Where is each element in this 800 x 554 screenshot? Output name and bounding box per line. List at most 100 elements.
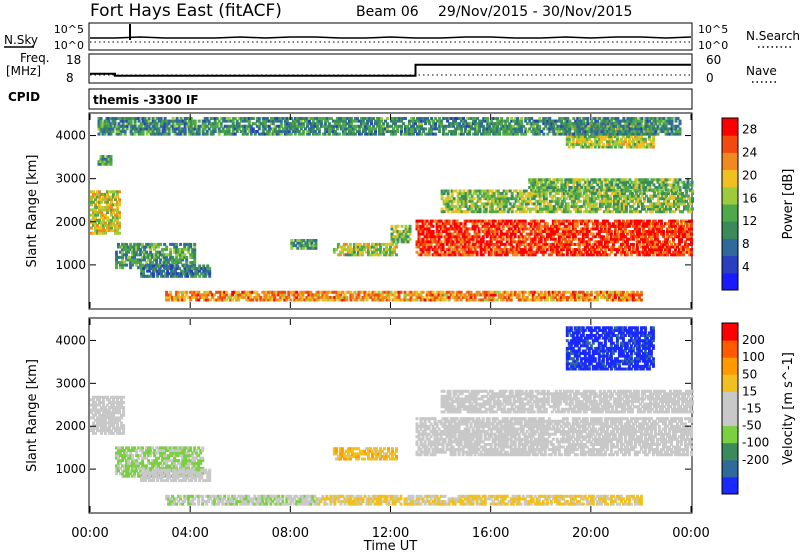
range-gate-cell [129, 248, 133, 252]
range-gate-cell [291, 130, 295, 133]
range-gate-cell [101, 127, 105, 131]
range-gate-cell [175, 117, 179, 120]
range-gate-cell [491, 222, 495, 226]
range-gate-cell [492, 199, 496, 203]
range-gate-cell [98, 231, 101, 235]
range-gate-cell [682, 253, 685, 257]
range-gate-cell [99, 127, 103, 131]
range-gate-cell [677, 197, 680, 201]
range-gate-cell [581, 295, 585, 299]
range-gate-cell [283, 124, 287, 128]
range-gate-cell [650, 202, 654, 206]
range-gate-cell [647, 227, 651, 231]
range-gate-cell [429, 290, 433, 294]
range-gate-cell [581, 219, 585, 223]
range-gate-cell [455, 227, 459, 231]
range-gate-cell [309, 298, 313, 302]
range-gate-cell [474, 192, 478, 195]
range-gate-cell [611, 295, 615, 299]
range-gate-cell [355, 295, 359, 299]
range-gate-cell [115, 124, 119, 128]
range-gate-cell [645, 237, 649, 241]
range-gate-cell [639, 145, 643, 149]
range-gate-cell [399, 290, 403, 294]
range-gate-cell [102, 229, 105, 233]
range-gate-cell [407, 293, 411, 297]
range-gate-cell [625, 298, 629, 302]
range-gate-cell [193, 245, 197, 249]
range-gate-cell [673, 205, 676, 208]
range-gate-cell [283, 295, 287, 299]
range-gate-cell [429, 222, 433, 226]
range-gate-cell [587, 135, 591, 139]
range-gate-cell [421, 219, 425, 223]
range-gate-cell [501, 295, 505, 299]
range-gate-cell [565, 250, 569, 254]
range-gate-cell [245, 117, 249, 120]
range-gate-cell [635, 298, 639, 302]
range-gate-cell [227, 117, 231, 120]
range-gate-cell [686, 183, 690, 187]
range-gate-cell [243, 124, 247, 128]
range-gate-cell [112, 203, 115, 207]
range-gate-cell [393, 290, 397, 294]
range-gate-cell [597, 293, 601, 297]
range-gate-cell [619, 140, 623, 144]
range-gate-cell [550, 210, 554, 214]
range-gate-cell [103, 157, 107, 161]
range-gate-cell [575, 224, 579, 228]
range-gate-cell [581, 232, 585, 236]
range-gate-cell [495, 250, 499, 254]
range-gate-cell [636, 199, 640, 203]
range-gate-cell [551, 248, 555, 252]
range-gate-cell [571, 140, 575, 144]
range-gate-cell [676, 230, 679, 233]
range-gate-cell [562, 186, 566, 189]
range-gate-cell [387, 295, 391, 299]
range-gate-cell [449, 245, 453, 249]
range-gate-cell [92, 211, 95, 214]
range-gate-cell [577, 237, 581, 241]
range-gate-cell [572, 194, 576, 198]
range-gate-cell [497, 224, 501, 228]
range-gate-cell [229, 295, 233, 299]
range-gate-cell [101, 157, 105, 161]
range-gate-cell [621, 235, 625, 239]
range-gate-cell [585, 293, 589, 297]
range-gate-cell [499, 219, 503, 223]
range-gate-cell [213, 293, 217, 297]
range-gate-cell [139, 242, 143, 246]
range-gate-cell [161, 250, 165, 254]
range-gate-cell [110, 218, 113, 222]
range-gate-cell [263, 132, 267, 136]
range-gate-cell [558, 207, 562, 211]
range-gate-cell [415, 242, 419, 246]
range-gate-cell [421, 224, 425, 228]
range-gate-cell [353, 290, 357, 294]
range-gate-cell [607, 253, 611, 257]
range-gate-cell [139, 250, 143, 254]
range-gate-cell [670, 222, 673, 226]
range-gate-cell [598, 202, 602, 206]
range-gate-cell [619, 250, 623, 254]
range-gate-cell [587, 142, 591, 146]
range-gate-cell [605, 227, 609, 231]
range-gate-cell [135, 117, 139, 120]
range-gate-cell [191, 253, 195, 257]
range-gate-cell [573, 235, 577, 239]
range-gate-cell [425, 290, 429, 294]
range-gate-cell [496, 192, 500, 195]
range-gate-cell [617, 235, 621, 239]
range-gate-cell [621, 248, 625, 252]
range-gate-cell [674, 242, 677, 246]
range-gate-cell [480, 189, 484, 193]
range-gate-cell [333, 295, 337, 299]
range-gate-cell [135, 253, 139, 257]
range-gate-cell [687, 210, 690, 214]
range-gate-cell [261, 298, 265, 302]
range-gate-cell [133, 248, 137, 252]
range-gate-cell [573, 219, 577, 223]
range-gate-cell [471, 219, 475, 223]
range-gate-cell [199, 293, 203, 297]
range-gate-cell [358, 245, 362, 249]
